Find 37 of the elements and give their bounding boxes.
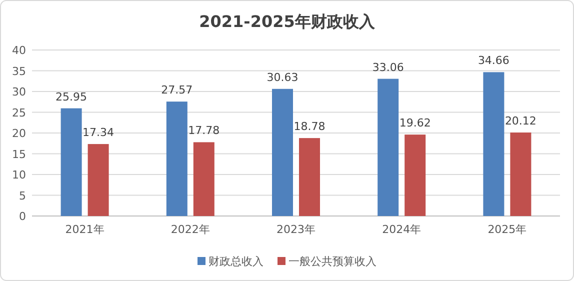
bar	[60, 108, 82, 216]
x-tick-label: 2025年	[488, 223, 527, 236]
y-tick-label: 30	[12, 86, 26, 98]
x-tick-label: 2022年	[170, 223, 210, 236]
legend-label: 财政总收入	[208, 255, 264, 268]
bar	[88, 144, 109, 216]
bar	[483, 72, 504, 216]
data-label: 19.62	[399, 116, 431, 130]
y-tick-label: 40	[12, 44, 26, 57]
data-label: 34.66	[478, 54, 510, 68]
y-tick-label: 20	[12, 127, 26, 140]
bar	[166, 102, 188, 216]
legend-label: 一般公共预算收入	[288, 255, 376, 268]
bar	[404, 134, 426, 216]
data-label: 30.63	[266, 70, 298, 84]
data-label: 17.78	[188, 124, 220, 138]
y-tick-label: 35	[12, 64, 26, 78]
bar	[378, 78, 399, 216]
data-label: 17.34	[82, 126, 114, 140]
x-tick-label: 2024年	[382, 223, 422, 236]
y-tick-label: 10	[12, 168, 26, 182]
data-label: 27.57	[161, 84, 193, 97]
data-label: 25.95	[56, 90, 88, 104]
bar	[510, 132, 532, 216]
bar	[272, 88, 293, 216]
chart-title: 2021-2025年财政收入	[199, 12, 376, 31]
bar	[299, 138, 320, 216]
y-tick-label: 0	[19, 210, 26, 223]
y-tick-label: 15	[12, 148, 26, 161]
y-tick-label: 25	[12, 106, 26, 120]
y-tick-label: 5	[19, 189, 26, 202]
x-tick-label: 2021年	[65, 223, 104, 236]
data-label: 20.12	[504, 114, 536, 128]
bar	[193, 142, 214, 216]
x-tick-label: 2023年	[276, 223, 316, 236]
data-label: 33.06	[372, 60, 404, 74]
data-label: 18.78	[294, 120, 326, 134]
